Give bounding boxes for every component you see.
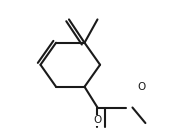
Text: O: O	[93, 115, 102, 125]
Text: O: O	[138, 82, 146, 92]
